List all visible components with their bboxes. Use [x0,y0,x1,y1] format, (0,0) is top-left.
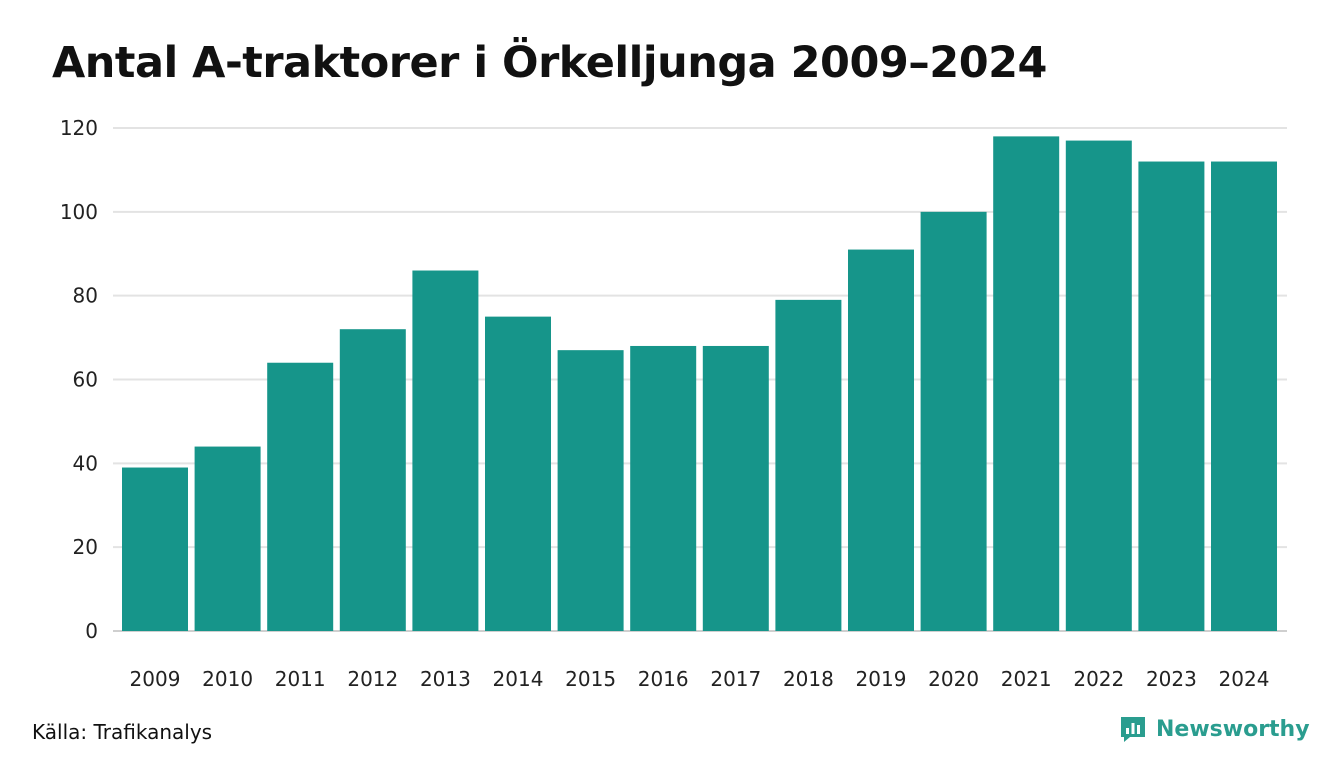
x-tick-label: 2022 [1073,667,1124,691]
x-axis: 2009 2010 2011 2012 2013 2014 2015 2016 2017 2018… [130,667,1270,691]
y-tick-label: 120 [60,116,98,140]
bar-2013 [412,270,479,631]
bar-2009 [122,467,188,631]
x-tick-label: 2023 [1146,667,1197,691]
x-tick-label: 2016 [638,667,689,691]
source-note: Källa: Trafikanalys [32,720,213,744]
bars [122,136,1277,632]
bar-2015 [557,350,624,631]
x-tick-label: 2014 [493,667,544,691]
x-tick-label: 2010 [202,667,253,691]
chart-title: Antal A-traktorer i Örkelljunga 2009–202… [52,38,1047,88]
bar-2022 [1065,140,1132,631]
y-tick-label: 0 [85,619,98,643]
bar-2019 [848,249,914,631]
bar-2023 [1138,161,1205,632]
bar-2016 [630,345,697,631]
y-tick-label: 100 [60,200,98,224]
y-tick-label: 60 [73,368,98,392]
x-tick-label: 2020 [928,667,979,691]
newsworthy-logo-icon [1121,717,1145,742]
brand-name: Newsworthy [1156,716,1310,742]
x-tick-label: 2013 [420,667,471,691]
y-axis: 0 20 40 60 80 100 120 [60,116,98,643]
bar-chart: 0 20 40 60 80 100 120 2009 2010 2011 2012 2013 2014… [60,116,1287,691]
x-tick-label: 2021 [1001,667,1052,691]
x-tick-label: 2015 [565,667,616,691]
bar-2012 [339,329,406,631]
x-tick-label: 2019 [856,667,907,691]
y-tick-label: 20 [73,535,98,559]
x-tick-label: 2012 [347,667,398,691]
bar-2018 [775,299,842,631]
y-tick-label: 80 [73,284,98,308]
x-tick-label: 2018 [783,667,834,691]
x-tick-label: 2024 [1219,667,1270,691]
bar-2017 [702,345,769,631]
x-tick-label: 2009 [130,667,181,691]
bar-2020 [920,211,987,632]
x-tick-label: 2011 [275,667,326,691]
bar-2011 [267,362,334,631]
bar-2014 [485,316,551,631]
bar-2024 [1211,161,1277,632]
bar-2021 [993,136,1060,631]
brand-logo: Newsworthy [1118,714,1310,744]
bar-2010 [194,446,261,631]
y-tick-label: 40 [73,451,98,475]
x-tick-label: 2017 [710,667,761,691]
